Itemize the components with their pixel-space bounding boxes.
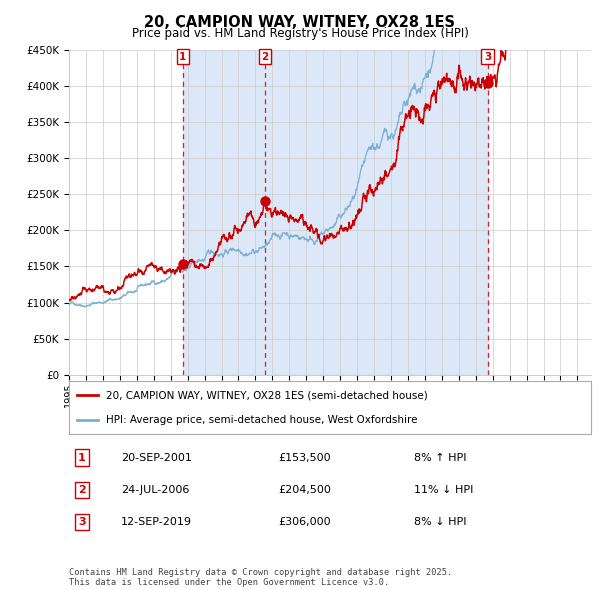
Text: HPI: Average price, semi-detached house, West Oxfordshire: HPI: Average price, semi-detached house,…	[106, 415, 417, 425]
Text: 11% ↓ HPI: 11% ↓ HPI	[413, 485, 473, 494]
Text: 24-JUL-2006: 24-JUL-2006	[121, 485, 190, 494]
Text: Contains HM Land Registry data © Crown copyright and database right 2025.
This d: Contains HM Land Registry data © Crown c…	[69, 568, 452, 587]
Text: 8% ↑ HPI: 8% ↑ HPI	[413, 453, 466, 463]
Text: 3: 3	[78, 517, 86, 527]
Text: £306,000: £306,000	[278, 517, 331, 527]
Text: 20, CAMPION WAY, WITNEY, OX28 1ES: 20, CAMPION WAY, WITNEY, OX28 1ES	[145, 15, 455, 30]
Bar	[265, 50, 488, 375]
Text: £204,500: £204,500	[278, 485, 331, 494]
Text: 1: 1	[179, 51, 187, 61]
Text: 8% ↓ HPI: 8% ↓ HPI	[413, 517, 466, 527]
Text: £153,500: £153,500	[278, 453, 331, 463]
Text: 3: 3	[484, 51, 491, 61]
Text: 2: 2	[78, 485, 86, 494]
Text: 20-SEP-2001: 20-SEP-2001	[121, 453, 192, 463]
Bar	[183, 50, 265, 375]
Text: Price paid vs. HM Land Registry's House Price Index (HPI): Price paid vs. HM Land Registry's House …	[131, 27, 469, 40]
Text: 2: 2	[261, 51, 269, 61]
Text: 20, CAMPION WAY, WITNEY, OX28 1ES (semi-detached house): 20, CAMPION WAY, WITNEY, OX28 1ES (semi-…	[106, 391, 427, 401]
Text: 12-SEP-2019: 12-SEP-2019	[121, 517, 192, 527]
Text: 1: 1	[78, 453, 86, 463]
